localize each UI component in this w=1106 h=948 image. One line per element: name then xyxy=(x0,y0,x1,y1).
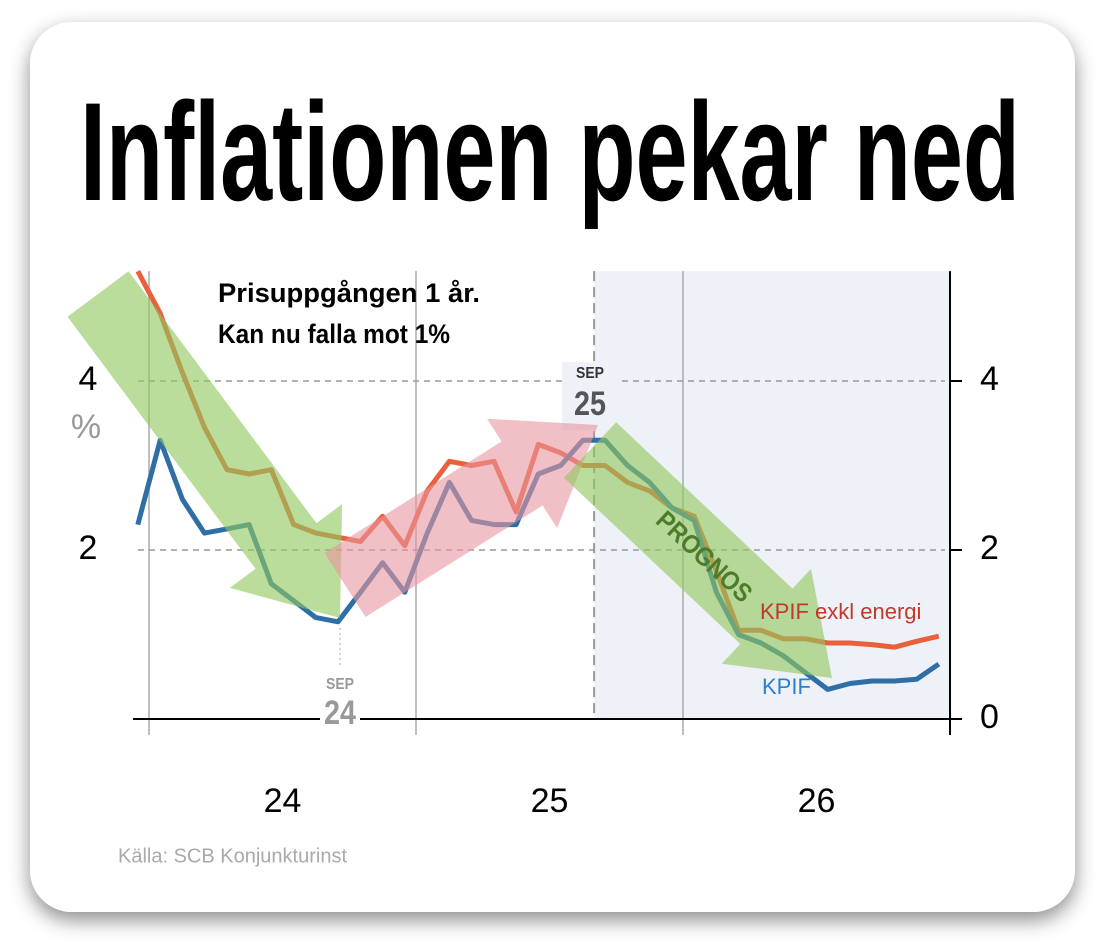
marker-month: SEP xyxy=(576,365,604,382)
marker-year: 25 xyxy=(574,385,606,423)
arrow-up xyxy=(324,418,598,617)
x-tick-label: 25 xyxy=(531,782,569,820)
y-tick-label: 4 xyxy=(980,360,999,398)
annotation: Kan nu falla mot 1% xyxy=(218,319,450,349)
x-tick-label: 26 xyxy=(798,782,836,820)
y-tick-label: 0 xyxy=(980,698,999,736)
marker-bg xyxy=(320,672,360,734)
left-y-tick-label: 4 xyxy=(79,360,98,398)
arrow-down xyxy=(67,271,343,618)
marker-year: 24 xyxy=(324,694,356,732)
x-tick-label: 24 xyxy=(264,782,302,820)
source: Källa: SCB Konjunkturinst xyxy=(118,845,347,867)
marker-month: SEP xyxy=(326,676,354,693)
series-label: KPIF exkl energi xyxy=(760,599,921,624)
marker-bg xyxy=(562,362,618,430)
left-y-tick-label: 2 xyxy=(79,529,98,567)
annotation: Prisuppgången 1 år. xyxy=(218,278,480,308)
y-unit: % xyxy=(71,408,101,446)
chart-title: Inflationen pekar ned xyxy=(80,73,1020,230)
arrow-down xyxy=(563,422,832,678)
series-label: KPIF xyxy=(762,674,811,699)
y-tick-label: 2 xyxy=(980,529,999,567)
